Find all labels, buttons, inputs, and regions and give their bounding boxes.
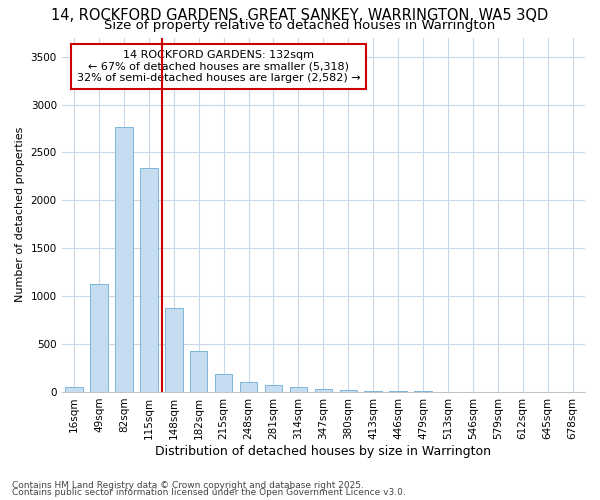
- Bar: [364, 390, 382, 392]
- Text: 14, ROCKFORD GARDENS, GREAT SANKEY, WARRINGTON, WA5 3QD: 14, ROCKFORD GARDENS, GREAT SANKEY, WARR…: [52, 8, 548, 22]
- Bar: [165, 308, 182, 392]
- Bar: [65, 387, 83, 392]
- Text: Contains HM Land Registry data © Crown copyright and database right 2025.: Contains HM Land Registry data © Crown c…: [12, 480, 364, 490]
- X-axis label: Distribution of detached houses by size in Warrington: Distribution of detached houses by size …: [155, 444, 491, 458]
- Bar: [389, 391, 407, 392]
- Bar: [265, 385, 282, 392]
- Bar: [215, 374, 232, 392]
- Bar: [190, 351, 208, 392]
- Bar: [290, 387, 307, 392]
- Bar: [91, 284, 108, 392]
- Bar: [340, 390, 357, 392]
- Y-axis label: Number of detached properties: Number of detached properties: [15, 127, 25, 302]
- Bar: [115, 126, 133, 392]
- Text: Contains public sector information licensed under the Open Government Licence v3: Contains public sector information licen…: [12, 488, 406, 497]
- Bar: [314, 388, 332, 392]
- Bar: [240, 382, 257, 392]
- Text: 14 ROCKFORD GARDENS: 132sqm
← 67% of detached houses are smaller (5,318)
32% of : 14 ROCKFORD GARDENS: 132sqm ← 67% of det…: [77, 50, 361, 83]
- Text: Size of property relative to detached houses in Warrington: Size of property relative to detached ho…: [104, 18, 496, 32]
- Bar: [140, 168, 158, 392]
